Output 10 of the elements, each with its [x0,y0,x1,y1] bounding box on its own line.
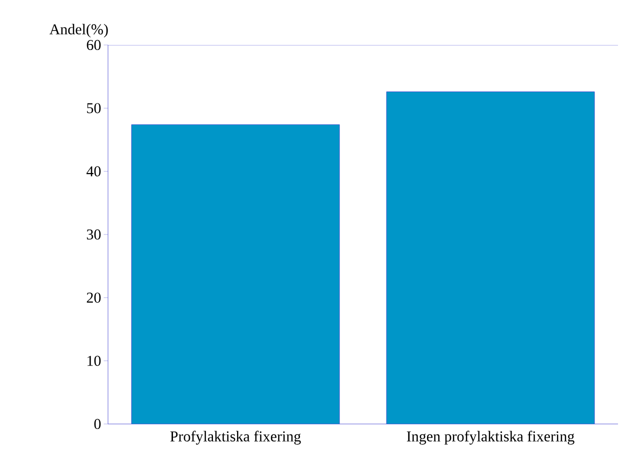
y-tick-label: 40 [86,166,101,176]
y-tick-label: 60 [86,40,101,50]
y-tick-label: 50 [87,103,101,114]
y-tick-label: 30 [86,229,101,240]
y-axis-title: Andel(%) [49,24,108,38]
x-tick-label: Ingen profylaktiska fixering [406,430,574,445]
y-tick-label: 0 [94,418,101,430]
y-tick-label: 10 [88,356,101,366]
x-tick-label: Profylaktiska fixering [170,430,301,445]
y-tick-label: 20 [86,292,101,303]
